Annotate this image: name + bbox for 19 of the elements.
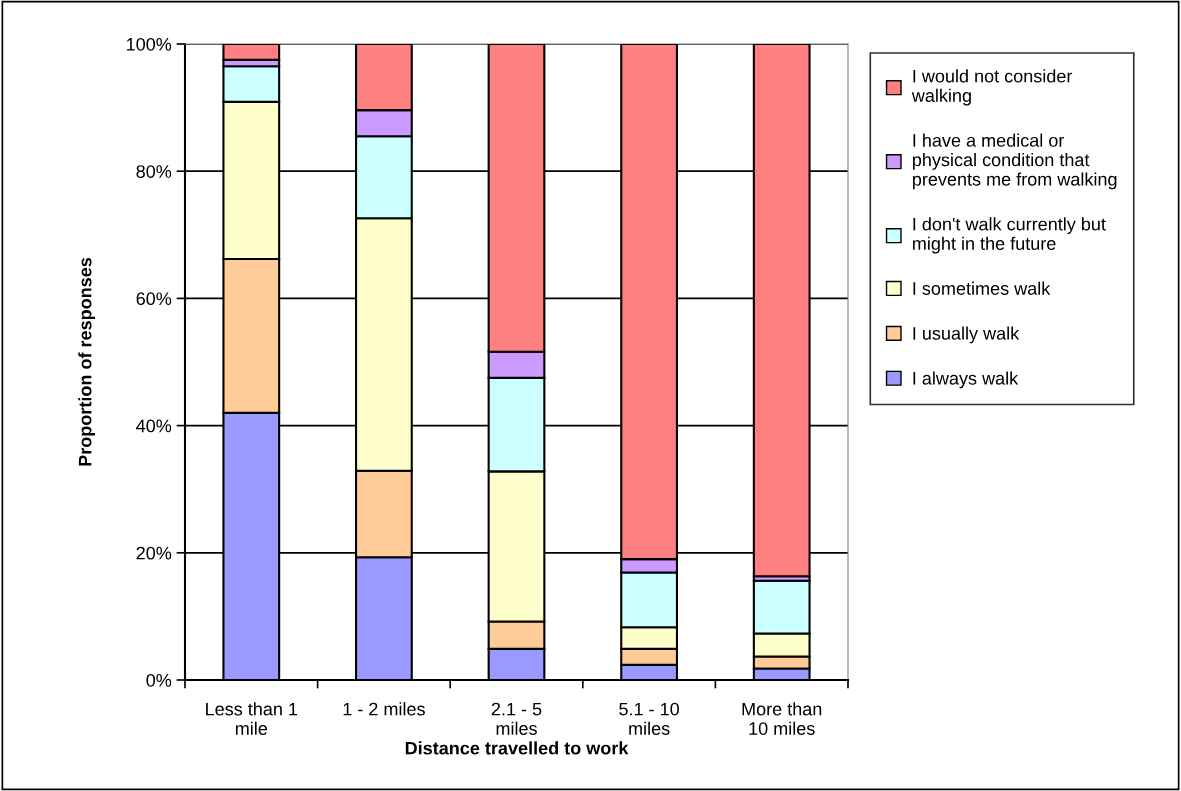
y-tick-label: 20% [136, 546, 172, 560]
y-tick-label: 0% [146, 673, 172, 687]
legend-label: I always walk [913, 371, 1019, 389]
x-tick-label: More than 10 miles [742, 702, 822, 735]
x-tick-label: 1 - 2 miles [343, 702, 425, 716]
legend-label: I have a medical or physical condition that prevents me from walking [912, 133, 1117, 190]
y-axis-title: Proportion of responses [78, 257, 96, 466]
y-tick-label: 40% [136, 419, 172, 433]
y-tick-label: 100% [127, 37, 172, 51]
x-tick-label: 5.1 - 10 miles [619, 702, 680, 735]
legend-label: I sometimes walk [913, 281, 1051, 295]
legend-label: I usually walk [913, 326, 1020, 344]
y-tick-label: 80% [136, 165, 172, 178]
legend-label: I would not consider walking [911, 69, 1073, 106]
y-tick-label: 60% [136, 292, 172, 306]
x-tick-label: 2.1 - 5 miles [491, 702, 542, 735]
x-tick-label: Less than 1 mile [206, 702, 298, 735]
legend-label: I don't walk currently but might in the future [913, 217, 1106, 254]
x-axis-title: Distance travelled to work [405, 741, 629, 755]
